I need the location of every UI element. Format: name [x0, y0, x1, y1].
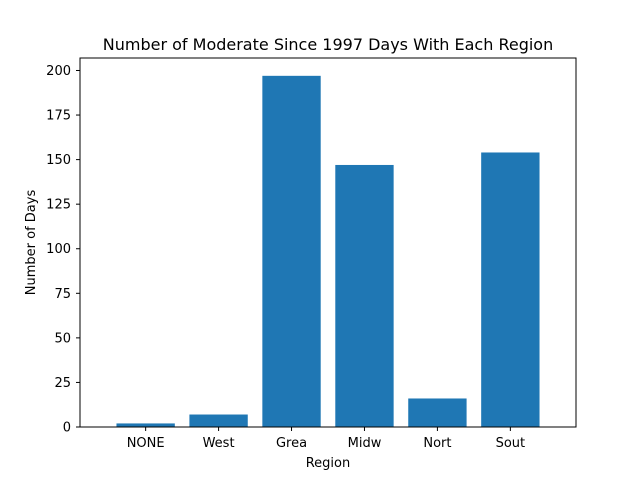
x-tick-label: Sout [496, 436, 526, 451]
x-tick-label: Midw [348, 436, 382, 451]
y-tick-label: 175 [46, 109, 71, 124]
bar-grea [262, 75, 321, 427]
x-tick-label: West [203, 436, 235, 451]
chart-title: Number of Moderate Since 1997 Days With … [103, 35, 553, 54]
bar-west [189, 414, 248, 427]
y-tick-label: 50 [54, 331, 71, 346]
x-axis-label: Region [306, 456, 351, 471]
y-tick-label: 0 [63, 421, 71, 436]
x-tick-label: Grea [276, 436, 307, 451]
y-tick-label: 125 [46, 198, 71, 213]
bar-midw [335, 164, 394, 427]
x-tick-label: Nort [423, 436, 451, 451]
y-tick-label: 150 [46, 153, 71, 168]
x-tick-label: NONE [127, 436, 165, 451]
bar-sout [481, 152, 540, 428]
y-axis-label: Number of Days [24, 190, 39, 296]
y-axis-ticks: 0 25 50 75 100 125 150 175 200 [46, 64, 80, 436]
plot-frame [79, 57, 577, 428]
bar-nort [408, 398, 467, 427]
y-tick-label: 75 [54, 287, 71, 302]
y-tick-label: 100 [46, 242, 71, 257]
y-tick-label: 25 [54, 376, 71, 391]
y-tick-label: 200 [46, 64, 71, 79]
bar-none [116, 423, 175, 427]
x-axis-ticks: NONE West Grea Midw Nort Sout [127, 427, 525, 451]
bars-group [116, 75, 540, 428]
